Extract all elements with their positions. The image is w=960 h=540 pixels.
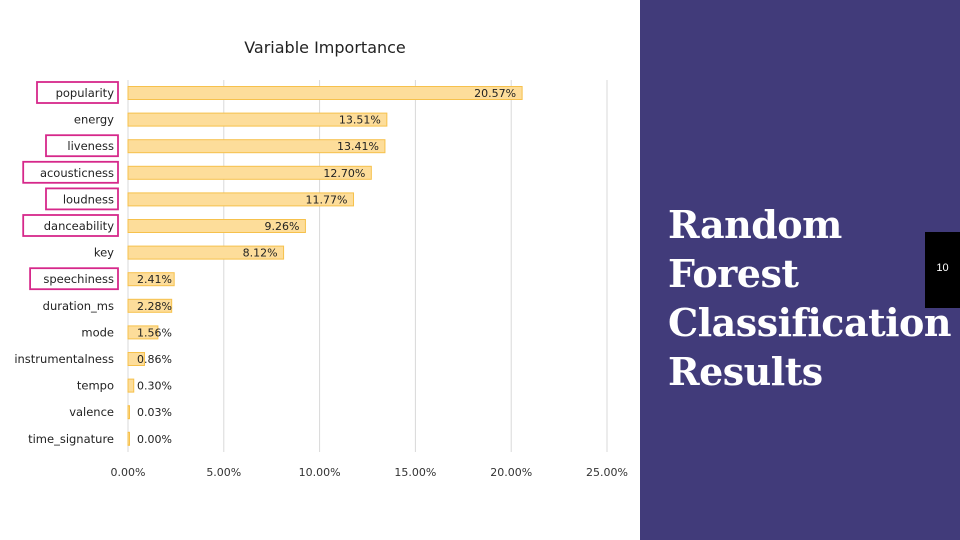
- data-label: 9.26%: [264, 220, 299, 233]
- bar-speechiness: [127, 272, 175, 287]
- slide-title: Random Forest Classification Results: [668, 202, 952, 394]
- highlight-box: [45, 134, 119, 158]
- highlight-box: [22, 160, 119, 184]
- bar-liveness: [127, 139, 386, 154]
- highlight-box: [36, 81, 119, 104]
- data-label: 11.77%: [306, 193, 348, 206]
- data-label: 0.86%: [137, 353, 172, 366]
- bar-danceability: [127, 219, 306, 233]
- category-labels: popularity energy liveness acousticness loud…: [14, 81, 119, 446]
- bar-instrumentalness: [127, 352, 145, 366]
- bar-loudness: [127, 192, 355, 207]
- bar-time_signature: [127, 431, 130, 446]
- bar-duration_ms: [127, 298, 173, 313]
- highlight-box: [29, 267, 119, 291]
- x-tick-label: 20.00%: [490, 466, 532, 479]
- page-number: 10: [936, 262, 949, 274]
- category-label: energy: [74, 113, 114, 127]
- category-label: tempo: [77, 379, 114, 393]
- data-label: 20.57%: [474, 87, 516, 100]
- highlight-box: [45, 187, 119, 211]
- data-label: 2.28%: [137, 300, 172, 313]
- category-label: mode: [81, 325, 114, 339]
- data-label: 2.41%: [137, 273, 172, 286]
- data-label: 13.41%: [337, 140, 379, 153]
- data-labels: 20.57% 13.51% 13.41% 12.70% 11.77% 9.26% 8.12%…: [137, 87, 516, 446]
- bar-popularity: [127, 86, 523, 100]
- category-label: key: [94, 246, 114, 260]
- x-tick-label: 5.00%: [206, 466, 241, 479]
- category-label: liveness: [67, 139, 114, 153]
- x-tick-label: 0.00%: [111, 466, 146, 479]
- data-label: 1.56%: [137, 326, 172, 339]
- data-label: 0.00%: [137, 433, 172, 446]
- bar-mode: [127, 325, 159, 340]
- bar-energy: [127, 112, 388, 127]
- data-label: 13.51%: [339, 114, 381, 127]
- data-label: 8.12%: [243, 247, 278, 260]
- bar-key: [127, 245, 285, 260]
- x-tick-label: 10.00%: [299, 466, 341, 479]
- category-label: duration_ms: [43, 299, 114, 313]
- highlight-box: [22, 214, 119, 237]
- title-panel: Random Forest Classification Results: [640, 0, 960, 540]
- category-label: speechiness: [43, 272, 114, 286]
- category-label: danceability: [44, 219, 114, 233]
- bars: [127, 86, 523, 446]
- category-label: loudness: [63, 192, 114, 206]
- page-number-box: 10: [925, 232, 960, 308]
- category-label: popularity: [56, 86, 115, 100]
- data-label: 0.30%: [137, 380, 172, 393]
- data-label: 0.03%: [137, 406, 172, 419]
- bar-tempo: [127, 378, 135, 393]
- chart-area: Variable Importance popularity energy live…: [14, 38, 628, 479]
- bar-valence: [127, 405, 130, 420]
- data-label: 12.70%: [323, 167, 365, 180]
- category-label: time_signature: [28, 432, 114, 446]
- x-tick-label: 25.00%: [586, 466, 628, 479]
- category-label: instrumentalness: [14, 352, 114, 366]
- x-axis-tick-labels: 0.00% 5.00% 10.00% 15.00% 20.00% 25.00%: [111, 466, 628, 479]
- category-label: valence: [69, 405, 114, 419]
- bar-acousticness: [127, 165, 372, 180]
- variable-importance-chart: Variable Importance popularity energy live…: [14, 38, 628, 479]
- category-label: acousticness: [40, 166, 114, 180]
- chart-title: Variable Importance: [244, 38, 406, 57]
- x-tick-label: 15.00%: [394, 466, 436, 479]
- gridlines: [127, 80, 608, 452]
